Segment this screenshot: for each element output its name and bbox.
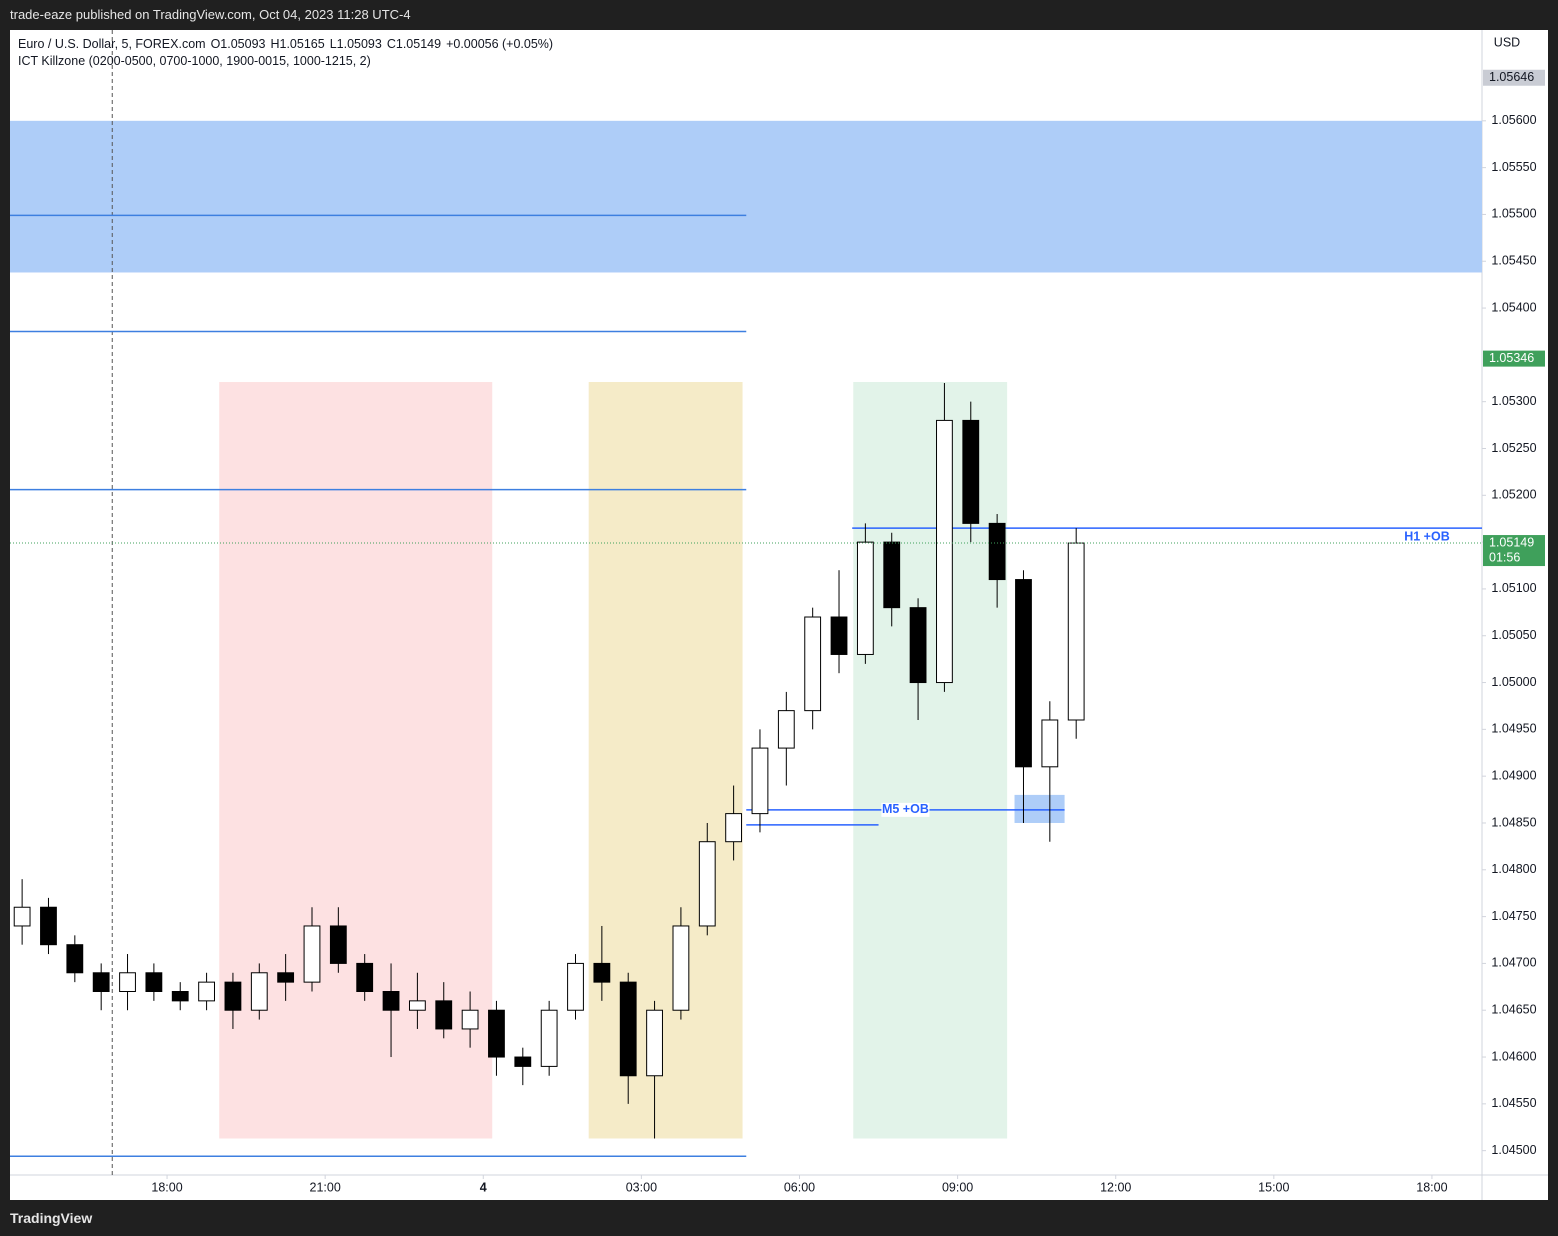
candle-body xyxy=(540,1009,558,1067)
zone xyxy=(853,382,1008,1139)
price-tag xyxy=(1483,69,1545,86)
candle-body xyxy=(1067,542,1085,721)
ohlc: L1.05093 xyxy=(329,37,382,51)
brand: TradingView xyxy=(10,1210,93,1226)
ohlc: H1.05165 xyxy=(270,37,325,51)
zone xyxy=(588,382,743,1139)
x-tick-label: 09:00 xyxy=(942,1180,973,1194)
ohlc: C1.05149 xyxy=(386,37,442,51)
y-tick-label: 1.05600 xyxy=(1491,113,1536,127)
y-tick-label: 1.05450 xyxy=(1491,254,1536,268)
y-tick-label: 1.05250 xyxy=(1491,441,1536,455)
y-tick-label: 1.04600 xyxy=(1491,1049,1536,1063)
candle-body xyxy=(619,981,637,1077)
candle-body xyxy=(356,962,374,993)
candle-body xyxy=(804,616,822,712)
candle-body xyxy=(856,541,874,655)
candle-body xyxy=(145,972,163,993)
y-tick-label: 1.04700 xyxy=(1491,956,1536,970)
candle-body xyxy=(40,906,57,946)
price-tag-label: 1.05346 xyxy=(1489,351,1534,365)
candle-body xyxy=(725,813,743,843)
y-tick-label: 1.04850 xyxy=(1491,815,1536,829)
candle-body xyxy=(883,541,901,609)
y-tick-label: 1.05550 xyxy=(1491,160,1536,174)
x-tick-label: 18:00 xyxy=(151,1180,182,1194)
y-tick-label: 1.05300 xyxy=(1491,394,1536,408)
y-tick-label: 1.04800 xyxy=(1491,862,1536,876)
level-label: H1 +OB xyxy=(1404,529,1450,543)
price-tag xyxy=(1483,535,1545,567)
x-tick-label: 06:00 xyxy=(784,1180,815,1194)
candle-body xyxy=(962,419,980,524)
y-tick-label: 1.04550 xyxy=(1491,1096,1536,1110)
candle-body xyxy=(171,991,189,1002)
label-bg xyxy=(881,802,930,817)
ohlc: O1.05093 xyxy=(210,37,266,51)
indicator: ICT Killzone (0200-0500, 0700-1000, 1900… xyxy=(18,54,371,68)
candle-body xyxy=(277,972,295,983)
candle-body xyxy=(92,972,110,993)
zone xyxy=(1014,794,1065,823)
candle-body xyxy=(66,944,84,974)
candle-body xyxy=(119,972,136,993)
candle-body xyxy=(198,981,215,1002)
countdown: 01:56 xyxy=(1489,550,1520,564)
x-tick-label: 4 xyxy=(480,1180,487,1194)
price-tag xyxy=(1483,350,1545,367)
candle-body xyxy=(435,1000,453,1030)
y-tick-label: 1.05200 xyxy=(1491,488,1536,502)
candle-body xyxy=(777,710,795,749)
y-tick-label: 1.04900 xyxy=(1491,768,1536,782)
candle-body xyxy=(329,925,347,964)
price-tag-label: 1.05149 xyxy=(1489,535,1534,549)
candle-body xyxy=(988,522,1006,581)
candle-body xyxy=(567,962,584,1011)
y-tick-label: 1.04950 xyxy=(1491,722,1536,736)
y-tick-label: 1.04500 xyxy=(1491,1143,1536,1157)
candle-body xyxy=(408,1000,426,1011)
y-tick-label: 1.04750 xyxy=(1491,909,1536,923)
candle-body xyxy=(698,841,716,927)
candle-body xyxy=(909,607,927,684)
candle-body xyxy=(382,991,400,1011)
candle-body xyxy=(646,1009,663,1077)
candle-body xyxy=(488,1009,505,1058)
candle-body xyxy=(830,616,848,655)
candle-body xyxy=(514,1056,532,1067)
candle-body xyxy=(936,419,953,684)
candle-body xyxy=(461,1009,479,1030)
level-label: M5 +OB xyxy=(882,802,929,816)
symbol-line: Euro / U.S. Dollar, 5, FOREX.com O1.05093… xyxy=(18,36,558,53)
publisher: trade-eaze published on TradingView.com,… xyxy=(10,7,411,22)
y-tick-label: 1.05050 xyxy=(1491,628,1536,642)
candle-body xyxy=(303,925,321,983)
candle-body xyxy=(224,981,242,1011)
candle-body xyxy=(250,972,268,1011)
x-tick-label: 15:00 xyxy=(1258,1180,1289,1194)
currency: USD xyxy=(1494,35,1520,49)
candle-body xyxy=(751,747,769,815)
x-tick-label: 21:00 xyxy=(310,1180,341,1194)
x-tick-label: 03:00 xyxy=(626,1180,657,1194)
legend: Euro / U.S. Dollar, 5, FOREX.com O1.05093… xyxy=(18,36,558,70)
y-tick-label: 1.05500 xyxy=(1491,207,1536,221)
candle-body xyxy=(672,925,690,1011)
symbol-title: Euro / U.S. Dollar, 5, FOREX.com xyxy=(18,37,206,51)
x-tick-label: 18:00 xyxy=(1416,1180,1447,1194)
zone xyxy=(10,120,1482,273)
change: +0.00056 (+0.05%) xyxy=(446,37,554,51)
candle-body xyxy=(1015,579,1032,768)
x-tick-label: 12:00 xyxy=(1100,1180,1131,1194)
candle-body xyxy=(1041,719,1059,768)
y-tick-label: 1.04650 xyxy=(1491,1003,1536,1017)
y-tick-label: 1.05100 xyxy=(1491,581,1536,595)
y-tick-label: 1.05000 xyxy=(1491,675,1536,689)
candle-body xyxy=(13,906,31,927)
price-tag-label: 1.05646 xyxy=(1489,70,1534,84)
y-tick-label: 1.05400 xyxy=(1491,300,1536,314)
candle-body xyxy=(593,962,611,983)
